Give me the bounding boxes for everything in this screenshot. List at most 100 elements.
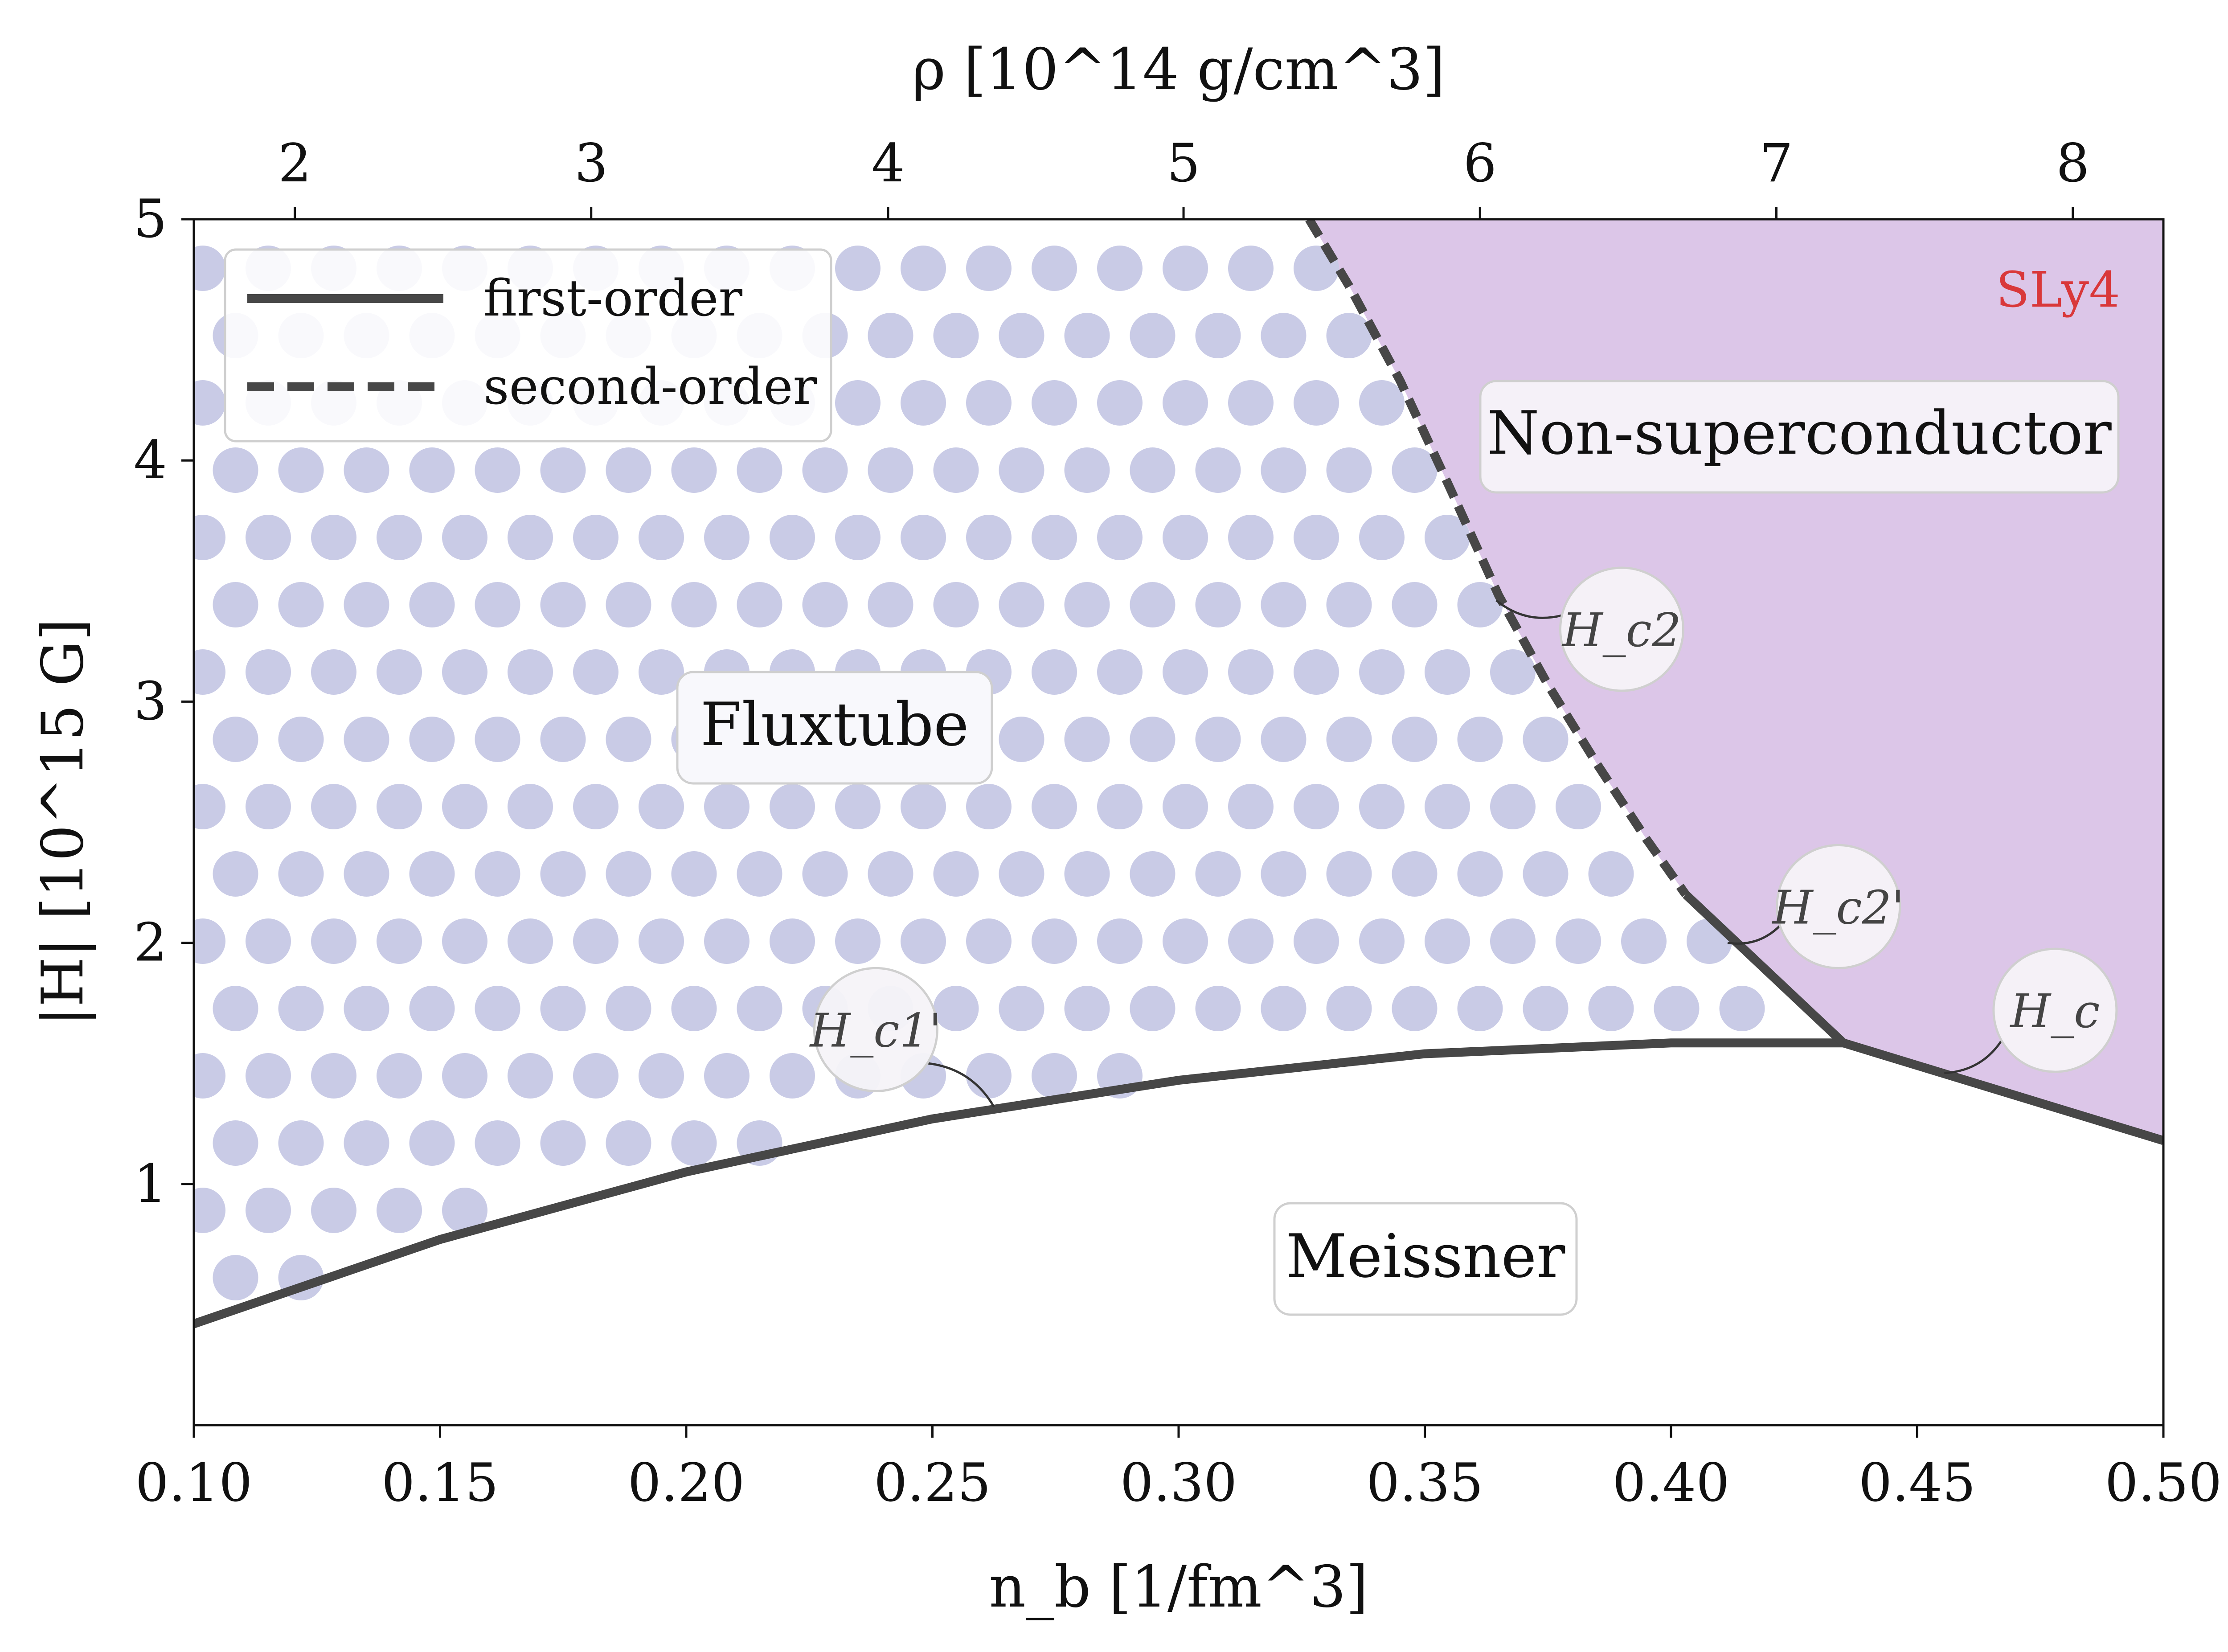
fluxtube-dot [1097,515,1143,560]
fluxtube-dot [1130,851,1175,897]
fluxtube-dot [1163,515,1208,560]
fluxtube-dot [344,447,389,493]
top-x-tick-label: 2 [278,132,311,194]
top-x-axis-title: ρ [10^14 g/cm^3] [912,37,1445,103]
fluxtube-dot [1097,380,1143,426]
fluxtube-dot [933,986,979,1031]
fluxtube-dot [1261,447,1306,493]
fluxtube-dot [540,1120,586,1166]
curve-label-text: H_c [2009,984,2100,1038]
fluxtube-dot [606,1120,651,1166]
fluxtube-dot [1392,447,1438,493]
fluxtube-dot [835,246,881,291]
fluxtube-dot [409,717,455,762]
fluxtube-dot [278,717,324,762]
fluxtube-dot [194,784,225,829]
fluxtube-dot [311,1188,356,1233]
fluxtube-dot [999,717,1044,762]
fluxtube-dot [409,447,455,493]
fluxtube-dot [409,986,455,1031]
fluxtube-dot [573,649,618,695]
fluxtube-dot [278,582,324,627]
fluxtube-dot [606,717,651,762]
curve-label-text: H_c2' [1772,880,1904,935]
fluxtube-dot [639,649,684,695]
x-tick-label: 0.45 [1859,1452,1976,1513]
fluxtube-dot [540,986,586,1031]
fluxtube-dot [704,1053,749,1099]
fluxtube-dot [311,649,356,695]
fluxtube-dot [704,784,749,829]
fluxtube-dot [1359,784,1405,829]
fluxtube-dot [901,784,946,829]
fluxtube-dot [933,313,979,358]
fluxtube-dot [311,784,356,829]
fluxtube-dot [966,246,1012,291]
fluxtube-dot [1359,380,1405,426]
fluxtube-dot [246,918,291,964]
fluxtube-dot [377,1188,422,1233]
fluxtube-dot [1359,649,1405,695]
fluxtube-dot [999,582,1044,627]
fluxtube-dot [639,784,684,829]
x-tick-label: 0.30 [1120,1452,1237,1513]
y-axis-title: |H| [10^15 G] [30,619,96,1026]
fluxtube-dot [606,986,651,1031]
fluxtube-dot [540,447,586,493]
fluxtube-dot [1425,515,1470,560]
fluxtube-dot [737,582,782,627]
label-bubble [1559,566,1684,692]
fluxtube-dot [573,784,618,829]
fluxtube-dot [933,851,979,897]
fluxtube-dot [835,515,881,560]
fluxtube-dot [1130,986,1175,1031]
label-bubble [813,967,938,1092]
fluxtube-dot [966,515,1012,560]
fluxtube-dot [999,447,1044,493]
fluxtube-dot [1294,918,1339,964]
fluxtube-dot [1457,717,1503,762]
axis-ticks: 0.10 0.15 0.20 0.25 0.30 0.35 0.40 0.45 0.50 1 2 3 4… [134,132,2222,1513]
leader-line [1727,925,1781,945]
fluxtube-dot [1392,851,1438,897]
fluxtube-dot [377,649,422,695]
fluxtube-dot [1588,986,1634,1031]
fluxtube-dot [966,918,1012,964]
fluxtube-dot [1097,784,1143,829]
curve-labels: H_c2 H_c2' H_c H_c1' [809,566,2118,1107]
fluxtube-dot [1163,784,1208,829]
top-x-tick-label: 5 [1167,132,1200,194]
fluxtube-dot [606,447,651,493]
fluxtube-dot [442,918,487,964]
fluxtube-dot [194,246,225,291]
fluxtube-dot [246,784,291,829]
fluxtube-dot [377,918,422,964]
fluxtube-dot [409,1120,455,1166]
fluxtube-dot [868,313,913,358]
fluxtube-dot [573,918,618,964]
fluxtube-dot [194,380,225,426]
fluxtube-dot [213,851,258,897]
fluxtube-dot [1392,986,1438,1031]
fluxtube-dot [1359,515,1405,560]
fluxtube-dot [147,1255,193,1300]
fluxtube-dot [409,582,455,627]
fluxtube-dot [1032,918,1077,964]
curve-label-hc2: H_c2 [1495,566,1684,692]
leader-line [927,1062,995,1107]
leader-line [1944,1040,2003,1074]
fluxtube-dot [868,582,913,627]
leader-line [1495,599,1562,619]
fluxtube-dot [770,515,815,560]
fluxtube-dot [377,515,422,560]
fluxtube-dot [147,313,193,358]
fluxtube-dot [1064,851,1110,897]
fluxtube-dot [999,313,1044,358]
fluxtube-dot [540,851,586,897]
fluxtube-dot [213,1120,258,1166]
x-tick-label: 0.25 [874,1452,991,1513]
fluxtube-dot [278,447,324,493]
fluxtube-dot [540,717,586,762]
curve-hc [1842,1038,2163,1145]
